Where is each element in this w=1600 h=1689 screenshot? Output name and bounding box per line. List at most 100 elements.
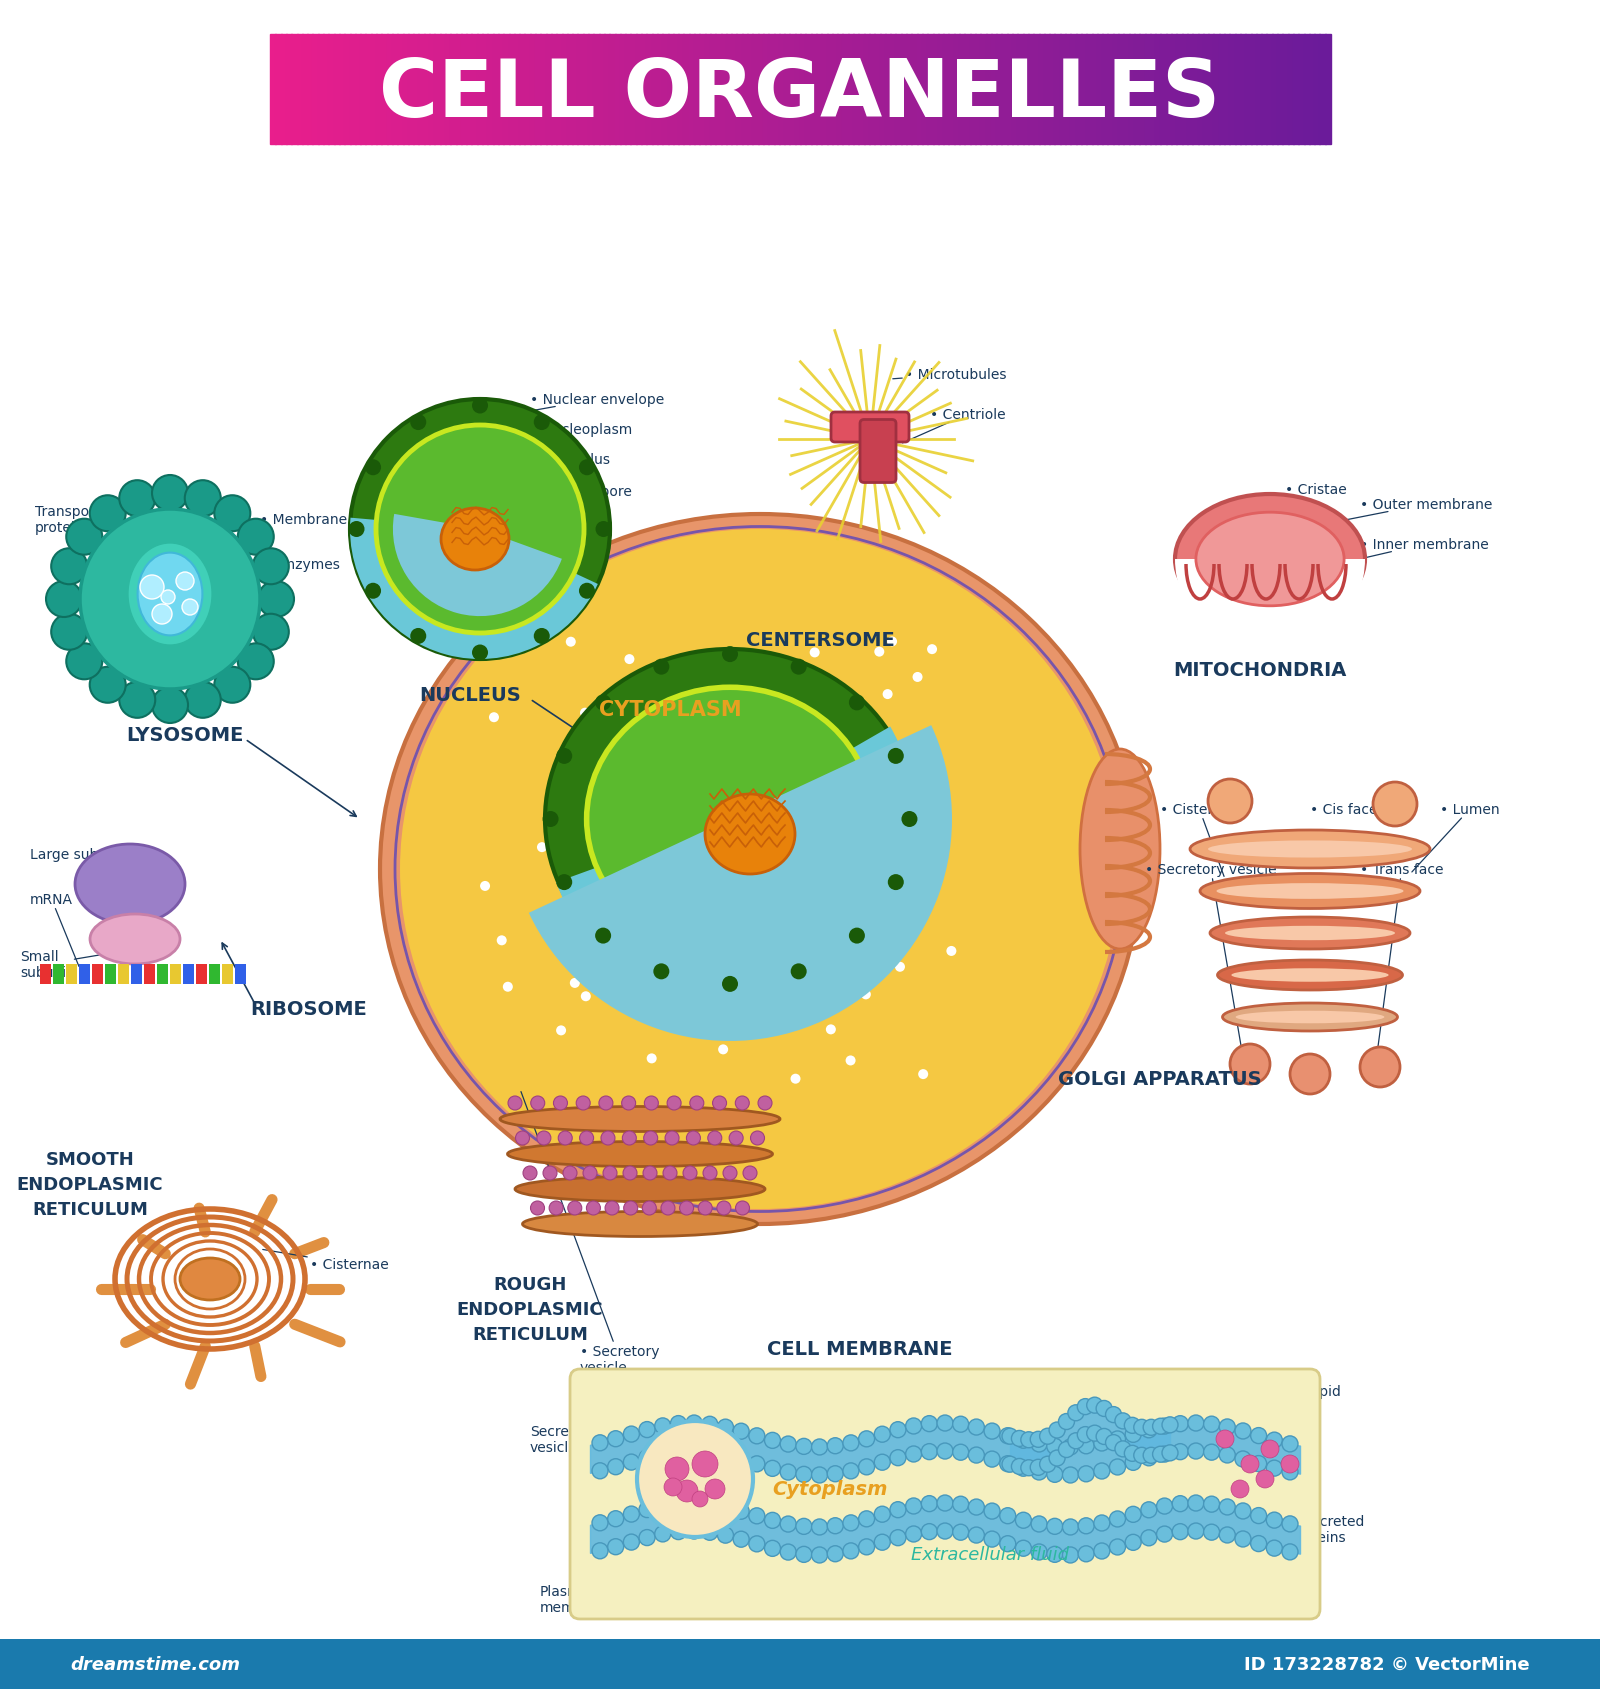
Circle shape xyxy=(1059,1442,1075,1458)
Bar xyxy=(610,35,616,145)
Circle shape xyxy=(1152,1446,1168,1463)
Circle shape xyxy=(624,1201,638,1216)
Circle shape xyxy=(1002,1456,1018,1473)
Bar xyxy=(1256,35,1262,145)
Text: Plasma
membrane: Plasma membrane xyxy=(541,1527,643,1615)
Bar xyxy=(318,35,325,145)
Circle shape xyxy=(1266,1432,1282,1447)
Circle shape xyxy=(861,990,870,1000)
Circle shape xyxy=(843,1436,859,1451)
Circle shape xyxy=(523,1167,538,1181)
Circle shape xyxy=(952,1444,968,1461)
Circle shape xyxy=(1235,1503,1251,1518)
Bar xyxy=(456,35,462,145)
Circle shape xyxy=(843,1463,859,1480)
Circle shape xyxy=(253,615,290,650)
Circle shape xyxy=(922,1444,938,1459)
Ellipse shape xyxy=(1174,495,1365,625)
Circle shape xyxy=(890,1449,906,1466)
Ellipse shape xyxy=(1210,917,1410,949)
Circle shape xyxy=(938,1495,954,1512)
Text: CENTERSOME: CENTERSOME xyxy=(746,630,894,649)
Bar xyxy=(1213,35,1219,145)
Circle shape xyxy=(1142,1419,1158,1436)
Bar xyxy=(874,35,880,145)
Circle shape xyxy=(1162,1417,1178,1432)
Bar xyxy=(381,35,387,145)
Circle shape xyxy=(707,1132,722,1145)
Circle shape xyxy=(894,963,906,973)
Bar xyxy=(488,35,494,145)
Ellipse shape xyxy=(181,1258,240,1301)
Circle shape xyxy=(214,497,250,532)
Bar xyxy=(534,35,541,145)
Circle shape xyxy=(826,1025,835,1035)
Text: Small
subunit: Small subunit xyxy=(21,949,133,980)
Bar xyxy=(646,35,653,145)
Circle shape xyxy=(901,811,917,828)
Circle shape xyxy=(182,600,198,615)
Bar xyxy=(408,35,414,145)
Circle shape xyxy=(645,1096,658,1110)
Circle shape xyxy=(1078,1466,1094,1481)
Circle shape xyxy=(550,856,560,866)
Ellipse shape xyxy=(1218,961,1403,990)
Circle shape xyxy=(1219,1419,1235,1436)
Circle shape xyxy=(66,520,102,556)
Circle shape xyxy=(693,1491,709,1507)
Circle shape xyxy=(666,720,675,730)
Bar xyxy=(1293,35,1299,145)
Circle shape xyxy=(1078,1437,1094,1454)
Text: • Matrix: • Matrix xyxy=(1245,522,1342,573)
Circle shape xyxy=(1021,1459,1037,1476)
Circle shape xyxy=(984,1424,1000,1439)
Circle shape xyxy=(534,415,550,431)
Ellipse shape xyxy=(1080,750,1160,949)
Circle shape xyxy=(874,1534,890,1551)
Circle shape xyxy=(152,605,173,625)
Circle shape xyxy=(1187,1415,1203,1431)
Circle shape xyxy=(984,1532,1000,1547)
Circle shape xyxy=(832,713,842,723)
Bar xyxy=(78,964,90,985)
Bar xyxy=(355,35,362,145)
Circle shape xyxy=(1106,1434,1122,1451)
Bar xyxy=(896,35,902,145)
Bar xyxy=(525,35,531,145)
Bar xyxy=(1107,35,1114,145)
Circle shape xyxy=(811,765,822,775)
Circle shape xyxy=(1203,1523,1219,1540)
Circle shape xyxy=(542,811,558,828)
Circle shape xyxy=(66,644,102,681)
Circle shape xyxy=(534,628,550,645)
Circle shape xyxy=(1282,1544,1298,1561)
Circle shape xyxy=(662,1167,677,1181)
Text: • Inner membrane: • Inner membrane xyxy=(1341,537,1488,564)
Circle shape xyxy=(765,1432,781,1449)
Circle shape xyxy=(912,672,923,682)
Bar xyxy=(1038,35,1045,145)
Bar xyxy=(1123,35,1130,145)
Circle shape xyxy=(829,998,838,1008)
Circle shape xyxy=(1086,1426,1102,1441)
Bar xyxy=(118,964,130,985)
Bar xyxy=(858,35,864,145)
Circle shape xyxy=(1162,1446,1178,1461)
Circle shape xyxy=(1109,1539,1125,1556)
Text: • Nucleoplasm: • Nucleoplasm xyxy=(528,422,632,439)
Bar xyxy=(1002,35,1008,145)
Circle shape xyxy=(557,875,573,890)
Circle shape xyxy=(666,1458,690,1481)
Bar xyxy=(493,35,499,145)
Circle shape xyxy=(622,1132,637,1145)
Circle shape xyxy=(1360,1047,1400,1088)
Circle shape xyxy=(557,784,566,794)
Circle shape xyxy=(603,927,613,936)
Circle shape xyxy=(624,1507,640,1522)
Bar xyxy=(472,35,478,145)
Circle shape xyxy=(643,1167,658,1181)
Text: Extracellular fluid: Extracellular fluid xyxy=(910,1545,1069,1562)
Circle shape xyxy=(566,637,576,647)
Bar xyxy=(1272,35,1278,145)
Circle shape xyxy=(906,1527,922,1542)
